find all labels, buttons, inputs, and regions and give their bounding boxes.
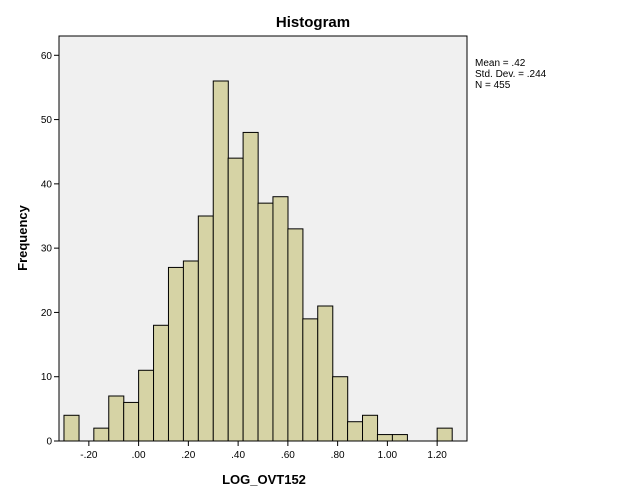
y-tick-label: 20 <box>41 308 53 319</box>
histogram-bar <box>257 202 274 442</box>
x-tick-label: .60 <box>281 450 295 461</box>
bars-group <box>63 80 453 442</box>
x-tick-label: .80 <box>331 450 345 461</box>
y-tick-label: 40 <box>41 179 53 190</box>
histogram-bar <box>227 157 244 442</box>
histogram-bar <box>332 376 349 442</box>
y-axis-ticks: 0 10 20 30 40 50 60 <box>41 51 59 448</box>
x-tick-label: -.20 <box>80 450 98 461</box>
stats-mean: Mean = .42 <box>475 58 526 69</box>
histogram-bar <box>317 305 334 442</box>
histogram-bar <box>212 80 229 442</box>
histogram-bar <box>197 215 214 442</box>
histogram-bar <box>123 401 140 442</box>
stats-n: N = 455 <box>475 80 511 91</box>
y-tick-label: 30 <box>41 244 53 255</box>
chart-title: Histogram <box>276 14 350 31</box>
x-tick-label: 1.00 <box>378 450 398 461</box>
stats-std-dev: Std. Dev. = .244 <box>475 69 547 80</box>
histogram-bar <box>93 427 110 442</box>
x-tick-label: .20 <box>181 450 195 461</box>
x-axis-ticks: -.20 .00 .20 .40 .60 .80 1.00 1.20 <box>80 441 447 461</box>
histogram-bar <box>153 324 170 442</box>
histogram-bar <box>287 228 304 442</box>
histogram-bar <box>108 395 125 442</box>
histogram-bar <box>347 421 364 442</box>
x-tick-label: 1.20 <box>427 450 447 461</box>
histogram-bar <box>272 196 289 442</box>
histogram-bar <box>242 131 259 442</box>
histogram-bar <box>362 414 379 442</box>
y-tick-label: 50 <box>41 115 53 126</box>
histogram-bar <box>391 434 408 442</box>
histogram-bar <box>138 369 155 442</box>
histogram-bar <box>167 266 185 442</box>
x-axis-label: LOG_OVT152 <box>222 472 306 487</box>
y-tick-label: 60 <box>41 51 53 62</box>
histogram-bar <box>436 427 453 442</box>
x-tick-label: .40 <box>231 450 245 461</box>
histogram-bar <box>376 434 393 442</box>
y-tick-label: 0 <box>46 437 52 448</box>
histogram-bar <box>182 260 199 442</box>
x-tick-label: .00 <box>132 450 146 461</box>
y-tick-label: 10 <box>41 372 53 383</box>
histogram-bar <box>63 414 80 442</box>
y-axis-label: Frequency <box>15 204 30 271</box>
histogram-bar <box>302 318 319 442</box>
